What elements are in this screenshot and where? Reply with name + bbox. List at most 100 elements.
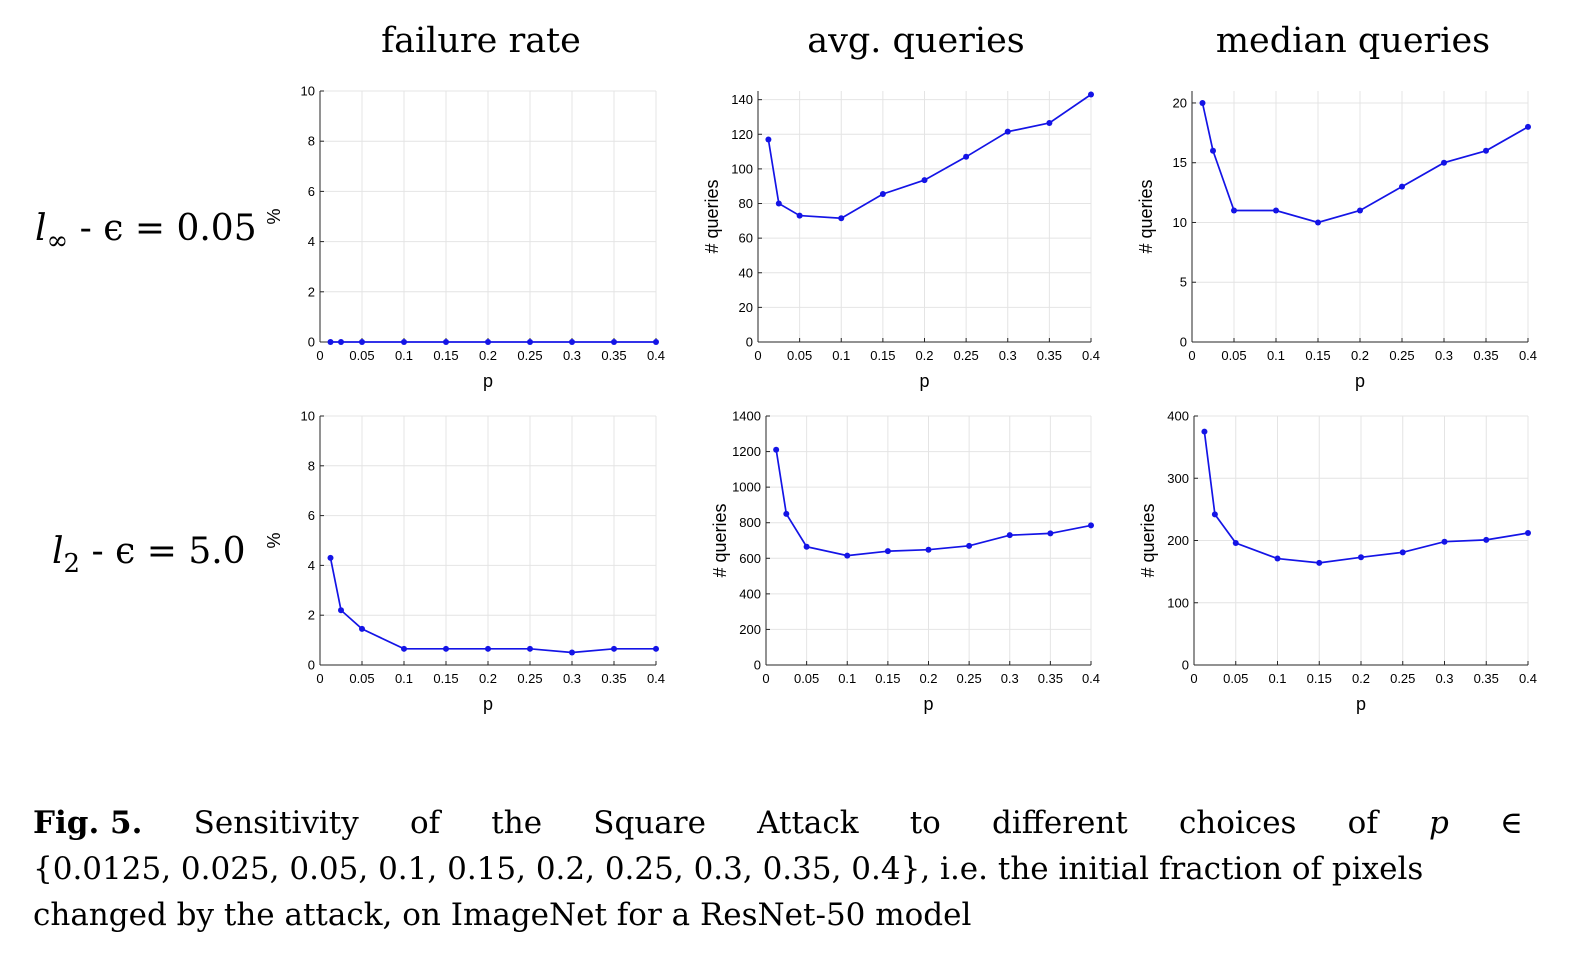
x-tick-label: 0.25 xyxy=(953,348,978,363)
column-title-avg-queries: avg. queries xyxy=(807,21,1025,61)
x-tick-label: 0.1 xyxy=(832,348,850,363)
x-tick-label: 0.25 xyxy=(517,671,542,686)
series-line xyxy=(329,557,656,654)
caption-line-1: Fig. 5. Sensitivity of the Square Attack… xyxy=(33,800,1523,846)
y-tick-label: 8 xyxy=(308,458,315,473)
series-line xyxy=(767,93,1092,220)
row-label-l2: l2 - ϵ = 5.0 xyxy=(52,531,246,579)
caption-figure-label: Fig. 5. xyxy=(33,805,143,841)
data-point xyxy=(1525,530,1531,537)
y-tick-label: 600 xyxy=(739,551,761,566)
data-point xyxy=(1046,120,1053,127)
y-axis-label: % xyxy=(264,208,284,224)
data-point xyxy=(1211,511,1218,518)
panel-1-failure-rate: 0 0.05 0.1 0.15 0.2 0.25 0.3 0.35 0.4 0 2 4 6 8 10 p% xyxy=(264,84,665,392)
x-axis-label: p xyxy=(1356,694,1366,714)
data-point xyxy=(1006,532,1013,539)
y-tick-label: 4 xyxy=(308,558,315,573)
y-tick-label: 0 xyxy=(746,335,753,350)
x-tick-label: 0 xyxy=(762,671,769,686)
column-title-median-queries: median queries xyxy=(1216,21,1490,61)
y-tick-label: 20 xyxy=(739,300,753,315)
row-label-l2-subscript: 2 xyxy=(64,549,81,579)
caption-line-3: changed by the attack, on ImageNet for a… xyxy=(33,897,972,933)
row-label-linf: l∞ - ϵ = 0.05 xyxy=(35,208,257,256)
y-tick-label: 0 xyxy=(1182,658,1189,673)
caption-word: different xyxy=(992,805,1128,841)
y-tick-label: 15 xyxy=(1173,155,1187,170)
y-tick-label: 100 xyxy=(731,161,753,176)
data-point xyxy=(611,339,617,345)
caption-word-element-of: ∈ xyxy=(1500,805,1523,841)
figure-caption: Fig. 5. Sensitivity of the Square Attack… xyxy=(33,800,1523,938)
caption-word: Sensitivity xyxy=(193,805,359,841)
data-point xyxy=(1088,522,1094,529)
data-point xyxy=(1441,159,1447,166)
data-point xyxy=(1047,530,1054,537)
x-tick-label: 0.15 xyxy=(875,671,900,686)
x-tick-label: 0.15 xyxy=(1307,671,1332,686)
caption-word: choices xyxy=(1178,805,1297,841)
x-tick-label: 0.3 xyxy=(999,348,1017,363)
y-tick-label: 80 xyxy=(739,196,753,211)
data-point xyxy=(1357,207,1363,214)
x-axis-label: p xyxy=(483,371,493,391)
y-tick-label: 200 xyxy=(739,622,761,637)
x-tick-label: 0 xyxy=(754,348,761,363)
data-point xyxy=(1441,538,1448,545)
y-tick-label: 1400 xyxy=(732,409,761,424)
x-tick-label: 0.2 xyxy=(915,348,933,363)
y-tick-label: 1200 xyxy=(732,444,761,459)
data-point xyxy=(527,339,533,345)
data-point xyxy=(569,339,575,345)
x-tick-label: 0.3 xyxy=(563,671,581,686)
x-tick-label: 0.1 xyxy=(838,671,856,686)
x-tick-label: 0.2 xyxy=(1351,348,1369,363)
series-line xyxy=(1201,102,1529,224)
x-tick-label: 0.3 xyxy=(1435,671,1453,686)
x-tick-label: 0.3 xyxy=(1001,671,1019,686)
x-tick-label: 0.4 xyxy=(1519,671,1537,686)
x-axis-label: p xyxy=(483,694,493,714)
data-point xyxy=(1088,91,1094,98)
y-tick-label: 0 xyxy=(308,335,315,350)
x-tick-label: 0.4 xyxy=(647,671,665,686)
y-tick-label: 10 xyxy=(301,84,315,99)
y-tick-label: 6 xyxy=(308,508,315,523)
column-titles: failure rate avg. queries median queries xyxy=(381,21,1490,61)
data-point xyxy=(773,446,780,453)
caption-word: Attack xyxy=(757,805,859,841)
y-tick-label: 400 xyxy=(739,586,761,601)
caption-word-p: p xyxy=(1428,805,1449,841)
x-tick-label: 0.15 xyxy=(1305,348,1330,363)
x-tick-label: 0.35 xyxy=(1473,348,1498,363)
x-axis-label: p xyxy=(919,371,929,391)
data-point xyxy=(1399,183,1405,190)
data-point xyxy=(443,645,449,652)
y-tick-label: 6 xyxy=(308,184,315,199)
x-tick-label: 0.2 xyxy=(479,671,497,686)
data-point xyxy=(1274,555,1281,562)
y-tick-label: 40 xyxy=(739,265,753,280)
y-axis-label: # queries xyxy=(702,179,722,253)
x-tick-label: 0.25 xyxy=(517,348,542,363)
data-point xyxy=(1210,147,1216,154)
data-point xyxy=(401,339,407,345)
data-point xyxy=(1201,428,1208,435)
data-point xyxy=(844,552,851,559)
x-tick-label: 0.15 xyxy=(870,348,895,363)
x-tick-label: 0.1 xyxy=(1268,671,1286,686)
data-point xyxy=(527,645,533,652)
x-tick-label: 0.25 xyxy=(1389,348,1414,363)
data-point xyxy=(1004,128,1011,135)
caption-word: of xyxy=(409,805,441,841)
x-tick-label: 0.3 xyxy=(563,348,581,363)
y-tick-label: 5 xyxy=(1180,275,1187,290)
x-tick-label: 0.25 xyxy=(1390,671,1415,686)
x-tick-label: 0.4 xyxy=(647,348,665,363)
x-axis-label: p xyxy=(923,694,933,714)
x-tick-label: 0.05 xyxy=(1221,348,1246,363)
y-tick-label: 100 xyxy=(1167,595,1189,610)
data-point xyxy=(485,339,491,345)
